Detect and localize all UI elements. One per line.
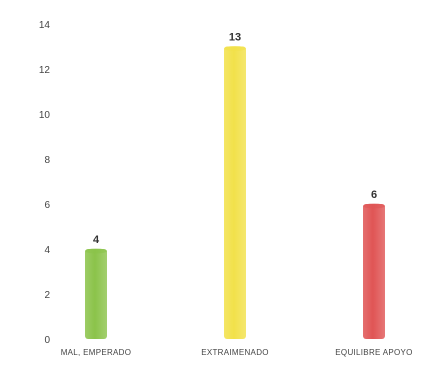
y-tick-label: 12 — [39, 65, 51, 76]
y-tick-label: 4 — [44, 245, 50, 256]
bar-cap — [224, 46, 246, 51]
x-category-label: MAL, EMPERADO — [61, 348, 132, 357]
y-axis: 0 2 4 6 8 10 12 14 — [39, 20, 51, 346]
data-label: 13 — [229, 32, 241, 44]
y-tick-label: 14 — [39, 20, 51, 31]
x-category-label: EQUILIBRE APOYO — [335, 348, 412, 357]
bar — [85, 249, 107, 339]
bar-cap — [85, 248, 107, 254]
bars: 4 13 6 — [85, 32, 385, 339]
data-label: 6 — [371, 189, 377, 201]
y-tick-label: 2 — [44, 290, 50, 301]
y-tick-label: 8 — [44, 155, 50, 166]
bar — [363, 204, 385, 339]
bar — [224, 46, 246, 339]
x-axis: MAL, EMPERADO EXTRAIMENADO EQUILIBRE APOYO — [61, 348, 413, 357]
data-label: 4 — [93, 234, 100, 246]
x-category-label: EXTRAIMENADO — [201, 348, 269, 357]
y-tick-label: 6 — [44, 200, 50, 211]
bar-cap — [363, 203, 385, 209]
y-tick-label: 0 — [44, 335, 50, 346]
y-tick-label: 10 — [39, 110, 51, 121]
